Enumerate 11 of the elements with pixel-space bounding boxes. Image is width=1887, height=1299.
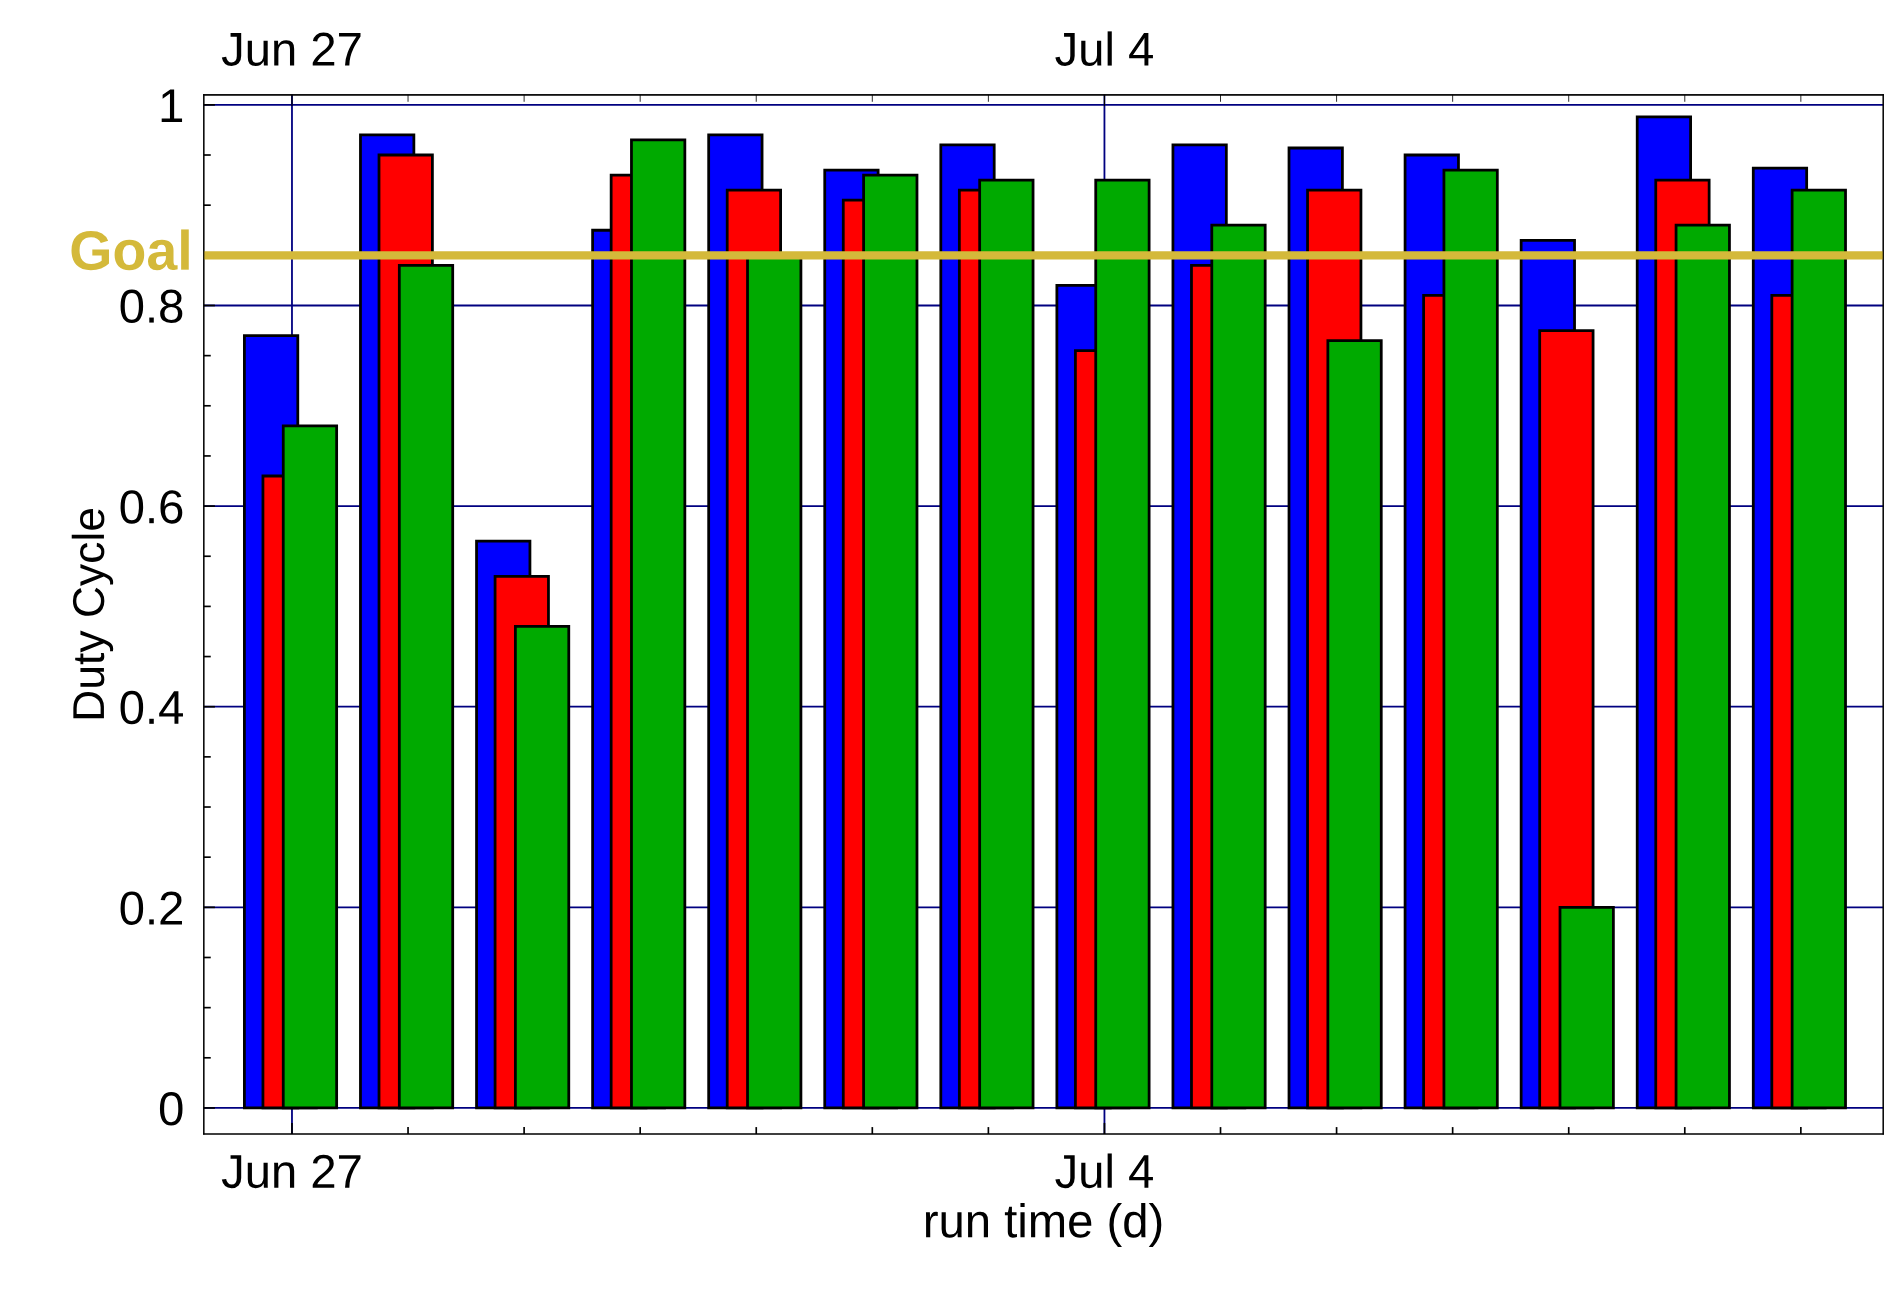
y-tick-label: 0.6 — [120, 490, 183, 524]
y-tick-label: 0.8 — [120, 289, 183, 324]
y-axis-title: Duty Cycle — [71, 508, 114, 719]
y-tick-label: 0 — [159, 1092, 183, 1126]
x-axis-title: run time (d) — [925, 1203, 1162, 1248]
x2-tick-label: Jul 4 — [1055, 31, 1153, 67]
ref-line-label: Goal — [71, 229, 189, 271]
y-tick-label: 1 — [161, 89, 183, 122]
y-tick-label: 0.2 — [120, 891, 182, 925]
y-tick-label: 0.4 — [120, 690, 183, 725]
x2-tick-label: Jun 27 — [221, 32, 361, 67]
